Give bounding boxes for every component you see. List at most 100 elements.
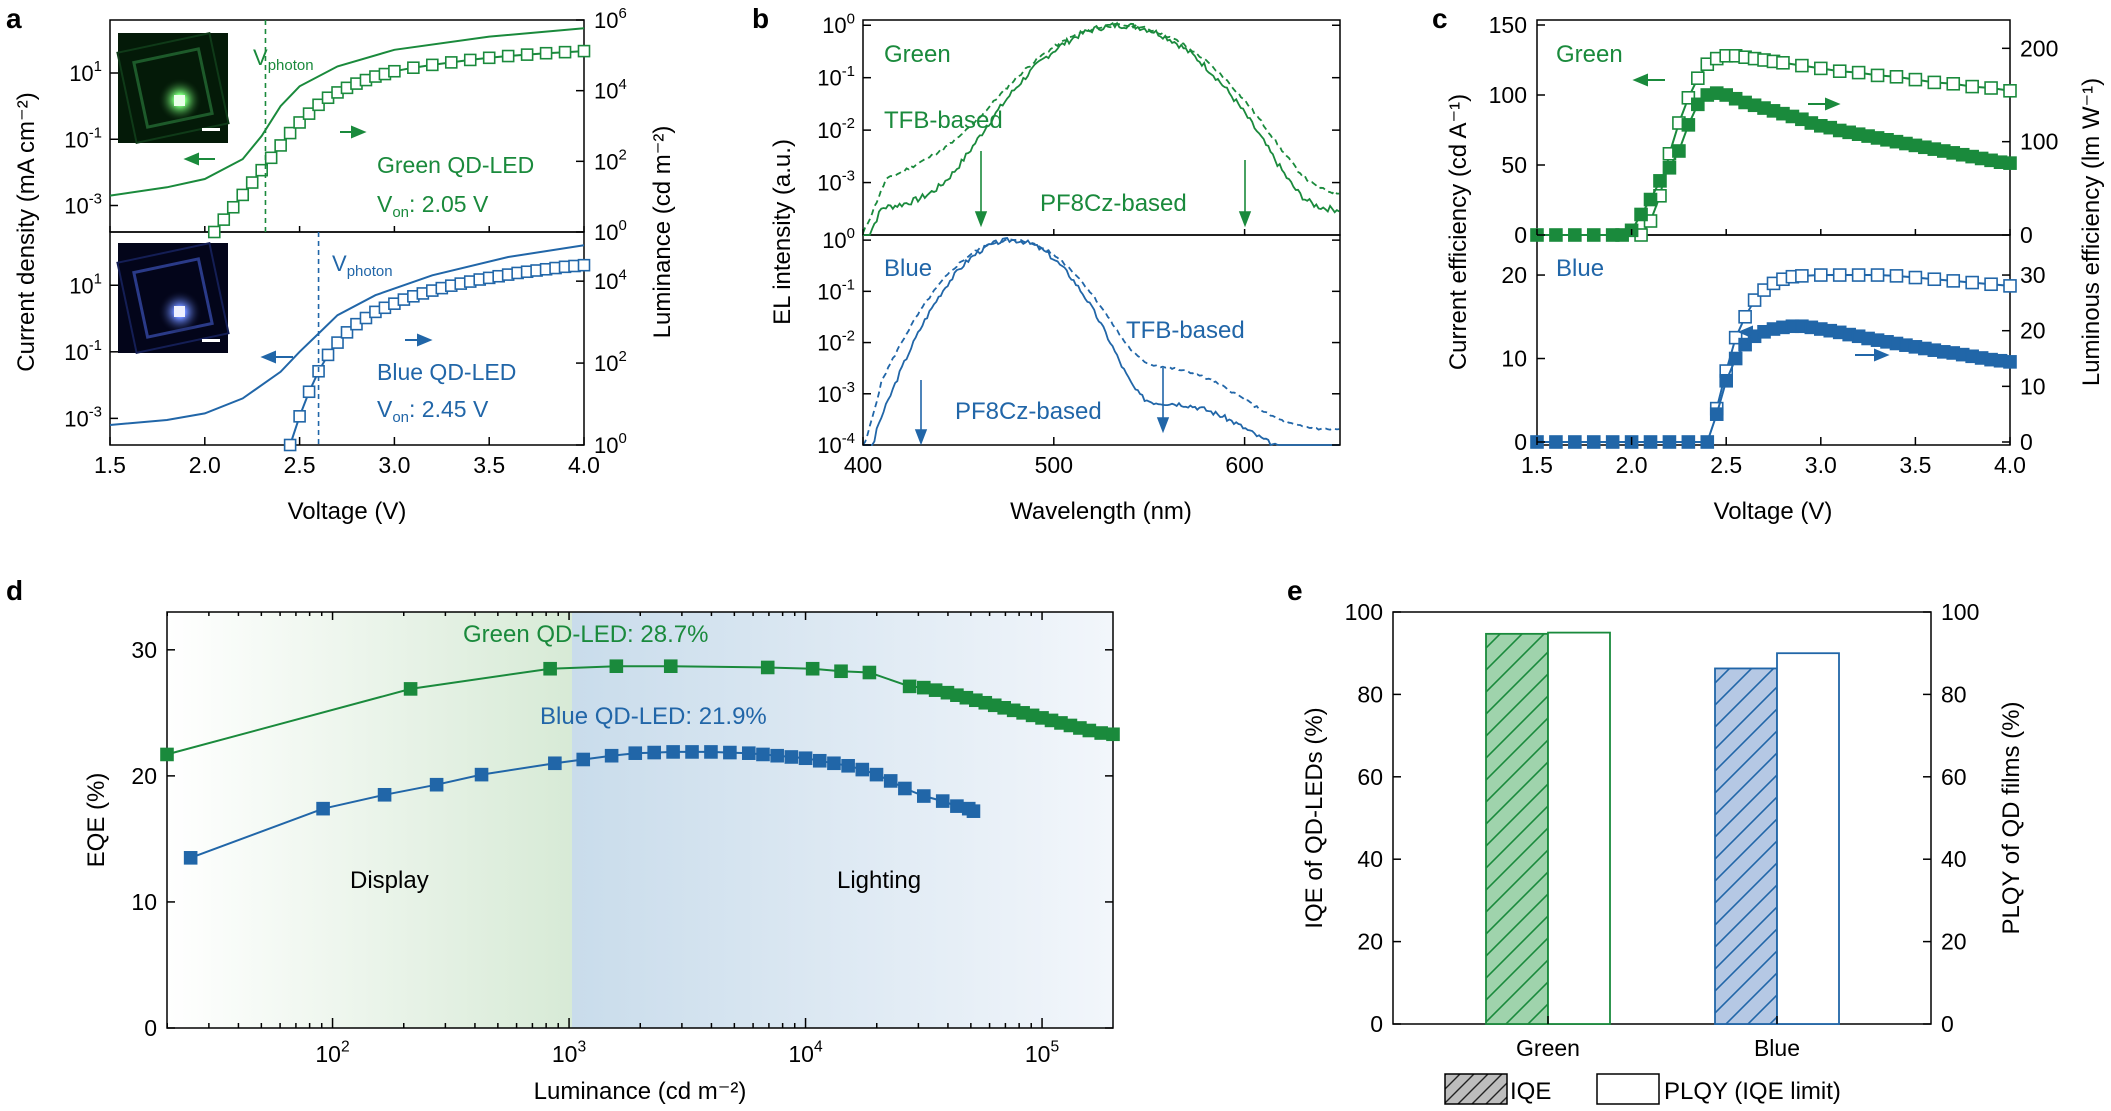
luminance-marker xyxy=(558,45,572,59)
x-tick-label: 3.5 xyxy=(1899,452,1931,478)
eqe-marker xyxy=(784,750,799,764)
current-efficiency-marker xyxy=(1908,270,1923,285)
left-tick-label: 101 xyxy=(69,58,102,86)
eqe-marker xyxy=(966,804,981,818)
luminous-efficiency-marker xyxy=(1586,435,1601,449)
current-efficiency-marker xyxy=(1747,293,1762,307)
eqe-marker xyxy=(377,787,392,802)
right-tick-label: 100 xyxy=(594,217,627,245)
y-tick-label: 0 xyxy=(144,1015,157,1041)
current-efficiency-marker xyxy=(1927,272,1942,287)
panel-e-iqe-plqy: Green Blue 0 0 20 20 40 40 60 60 80 80 100 100 IQE of… xyxy=(1301,599,2025,1105)
iqe-bar xyxy=(1485,632,1549,1025)
left-tick-label: 10-1 xyxy=(64,337,102,365)
panel-label-c: c xyxy=(1432,3,1448,34)
y-tick-label: 10-3 xyxy=(817,168,855,196)
left-tick-label: 20 xyxy=(1501,262,1527,288)
current-efficiency-marker xyxy=(1814,268,1828,282)
blue-pf8cz-label: PF8Cz-based xyxy=(955,398,1102,425)
panel-b-ylabel: EL intensity (a.u.) xyxy=(769,139,796,325)
x-tick-label: 2.0 xyxy=(189,452,221,478)
x-tick-label: 103 xyxy=(552,1039,586,1067)
eqe-marker xyxy=(756,747,770,762)
blue-von-label: Von: 2.45 V xyxy=(377,396,489,426)
blue-device-photo-inset xyxy=(116,242,230,354)
x-tick-label: 400 xyxy=(844,452,882,478)
left-tick-label: 60 xyxy=(1357,764,1383,790)
current-efficiency-marker xyxy=(2003,84,2017,98)
display-region-label: Display xyxy=(350,867,429,894)
x-tick-label: 500 xyxy=(1035,452,1073,478)
luminance-marker xyxy=(388,64,401,78)
panel-b-top-plot xyxy=(862,21,1340,236)
green-eqe-series-label: Green QD-LED: 28.7% xyxy=(463,621,708,648)
panel-c-ylabel-left: Current efficiency (cd A⁻¹) xyxy=(1445,94,1472,370)
x-tick-label: 3.5 xyxy=(473,452,505,478)
current-efficiency-marker xyxy=(1851,65,1866,80)
luminous-efficiency-marker xyxy=(1700,435,1715,449)
x-tick-label: 104 xyxy=(788,1039,823,1067)
y-tick-label: 10 xyxy=(131,889,157,915)
green-pf8cz-label: PF8Cz-based xyxy=(1040,190,1187,217)
eqe-marker xyxy=(883,774,898,788)
luminous-efficiency-marker xyxy=(2003,156,2017,170)
eqe-marker xyxy=(723,745,737,760)
luminance-marker xyxy=(217,213,231,226)
luminance-marker xyxy=(312,98,325,112)
current-efficiency-marker xyxy=(1965,79,1979,94)
right-tick-label: 20 xyxy=(1941,929,1967,955)
luminance-marker xyxy=(274,139,287,152)
right-tick-label: 100 xyxy=(2020,129,2058,155)
legend-plqy-swatch xyxy=(1596,1073,1660,1105)
current-efficiency-marker xyxy=(1984,277,1998,292)
pf8cz-spectrum-line xyxy=(863,237,1340,447)
luminous-efficiency-marker xyxy=(1568,228,1582,242)
x-tick-label: 105 xyxy=(1025,1039,1060,1067)
right-tick-label: 106 xyxy=(594,5,627,33)
eqe-marker xyxy=(916,789,931,803)
panel-b-bottom-plot xyxy=(862,237,1340,447)
eqe-marker xyxy=(812,753,827,768)
eqe-marker xyxy=(183,851,198,865)
panel-a-bottom-frame xyxy=(109,231,585,446)
eqe-marker xyxy=(741,746,756,760)
eqe-marker xyxy=(663,659,678,674)
current-efficiency-marker xyxy=(1795,58,1809,73)
eqe-marker xyxy=(841,758,855,773)
current-efficiency-marker xyxy=(2003,279,2017,293)
y-tick-label: 10-4 xyxy=(817,430,855,458)
eqe-marker xyxy=(474,767,489,782)
y-tick-label: 30 xyxy=(131,637,157,663)
green-tfb-label: TFB-based xyxy=(884,107,1003,134)
left-tick-label: 10-3 xyxy=(64,403,102,431)
eqe-marker xyxy=(862,665,877,680)
left-tick-label: 80 xyxy=(1357,681,1383,707)
luminance-marker xyxy=(463,53,477,67)
right-tick-label: 104 xyxy=(594,266,627,294)
left-tick-label: 100 xyxy=(1345,599,1383,625)
current-efficiency-marker xyxy=(1984,81,1998,95)
eqe-marker xyxy=(902,679,917,694)
current-efficiency-marker xyxy=(1795,269,1809,283)
luminance-marker xyxy=(407,61,420,75)
eqe-marker xyxy=(429,777,444,792)
panel-a-ylabel-left: Current density (mA cm⁻²) xyxy=(13,92,40,371)
eqe-marker xyxy=(609,659,624,674)
panel-d-axes: 0 10 20 30 102 103 104 105 xyxy=(131,612,1113,1067)
panel-label-d: d xyxy=(6,575,23,606)
current-density-line xyxy=(109,244,585,426)
luminous-efficiency-marker xyxy=(1662,161,1677,175)
current-efficiency-marker xyxy=(1738,309,1752,324)
x-tick-label: 600 xyxy=(1225,452,1263,478)
luminance-marker xyxy=(293,116,306,129)
left-tick-label: 0 xyxy=(1370,1011,1383,1037)
right-tick-label: 80 xyxy=(1941,681,1967,707)
green-ce-left-arrow xyxy=(1632,73,1665,87)
left-tick-label: 50 xyxy=(1501,152,1527,178)
current-efficiency-marker xyxy=(1889,70,1904,84)
panel-label-b: b xyxy=(752,3,769,34)
luminance-marker xyxy=(539,46,553,60)
luminous-efficiency-marker xyxy=(1605,435,1620,449)
